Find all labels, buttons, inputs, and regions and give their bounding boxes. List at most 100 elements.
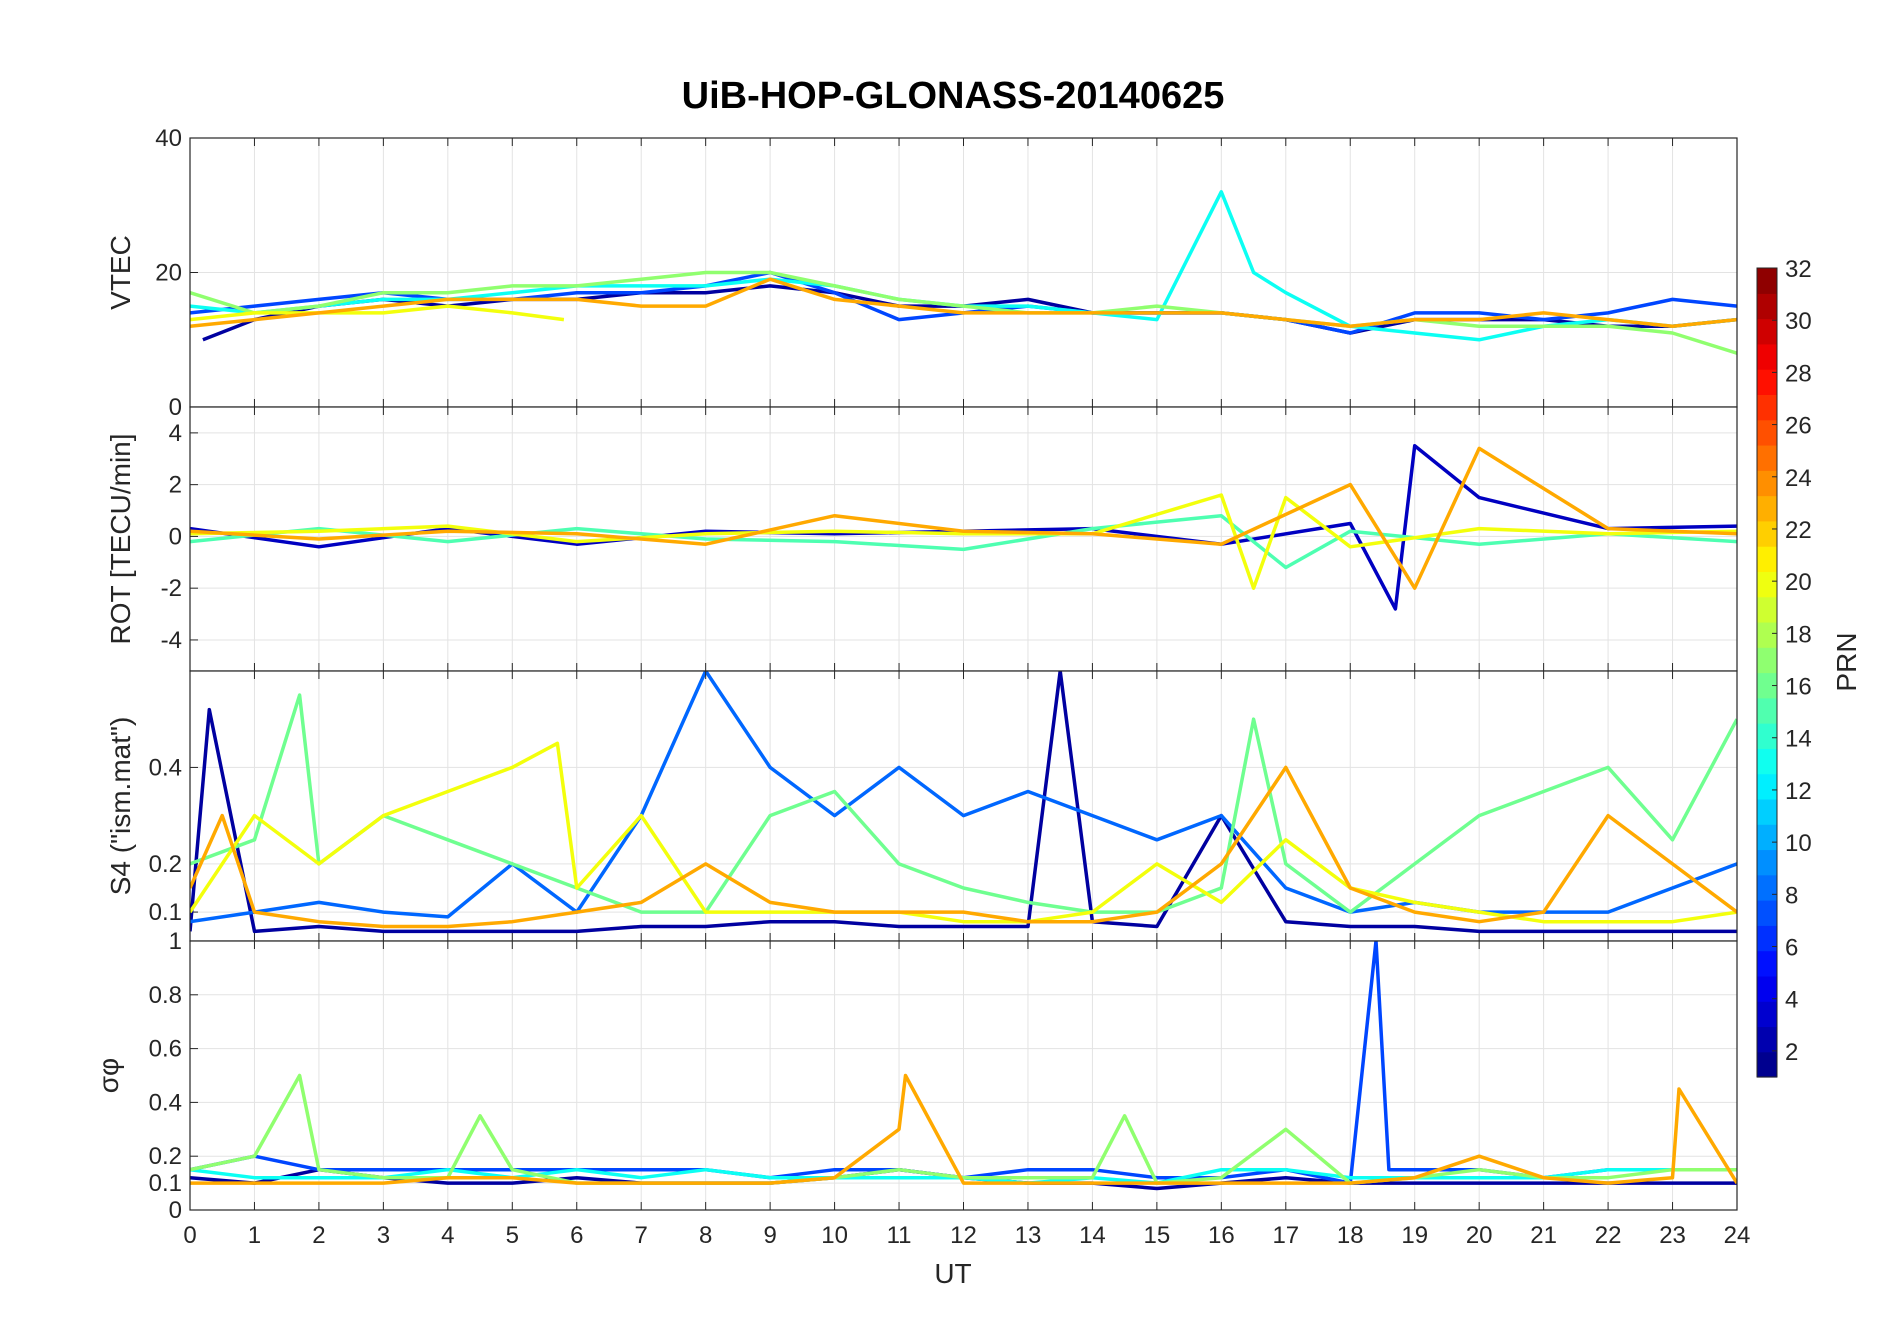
x-tick-label: 19 xyxy=(1401,1222,1428,1249)
colorbar-segment xyxy=(1757,394,1777,421)
x-tick-label: 3 xyxy=(377,1222,390,1249)
x-tick-label: 1 xyxy=(248,1222,261,1249)
x-tick-label: 22 xyxy=(1595,1222,1622,1249)
x-tick-label: 23 xyxy=(1659,1222,1686,1249)
colorbar-tick-label: 24 xyxy=(1785,465,1812,492)
x-tick-label: 16 xyxy=(1208,1222,1235,1249)
series-line-prn-17 xyxy=(190,1073,1737,1185)
series-line-prn-16 xyxy=(190,693,1737,914)
y-tick-label: 0.6 xyxy=(149,1036,182,1063)
colorbar-tick-label: 32 xyxy=(1785,256,1812,283)
y-tick-label: -4 xyxy=(161,627,182,654)
colorbar-segment xyxy=(1757,343,1777,370)
colorbar-segment xyxy=(1757,798,1777,825)
series-line-prn-23 xyxy=(190,446,1737,590)
colorbar-tick-label: 2 xyxy=(1785,1039,1798,1066)
series-line-prn-23 xyxy=(190,765,1737,929)
y-tick-label: 0.4 xyxy=(149,754,182,781)
panel-1: 0 20 40 VTEC xyxy=(105,125,1738,421)
x-tick-label: 10 xyxy=(821,1222,848,1249)
y-tick-label: 0.1 xyxy=(149,899,182,926)
series-group xyxy=(190,190,1737,355)
series-group xyxy=(190,941,1737,1191)
colorbar-segment xyxy=(1757,444,1777,471)
series-line-prn-23 xyxy=(190,277,1737,329)
y-tick-label: 0.8 xyxy=(149,982,182,1009)
y-tick-label: 40 xyxy=(155,125,182,152)
y-tick-label: 0.1 xyxy=(149,1170,182,1197)
colorbar-tick-label: 20 xyxy=(1785,569,1812,596)
y-tick-label: -2 xyxy=(161,575,182,602)
chart-title: UiB-HOP-GLONASS-20140625 xyxy=(682,75,1225,117)
colorbar-tick-label: 22 xyxy=(1785,517,1812,544)
colorbar-tick-label: 14 xyxy=(1785,726,1812,753)
colorbar-frame xyxy=(1756,267,1778,1078)
colorbar-segment xyxy=(1757,900,1777,926)
x-tick-label: 4 xyxy=(441,1222,454,1249)
series-line-prn-23 xyxy=(190,1073,1737,1185)
x-tick-label: 13 xyxy=(1015,1222,1042,1249)
y-tick-label: 0 xyxy=(169,1197,182,1224)
colorbar-segment xyxy=(1757,697,1777,724)
x-tick-label: 20 xyxy=(1466,1222,1493,1249)
colorbar-segment xyxy=(1757,1026,1777,1053)
colorbar-segment xyxy=(1757,950,1777,977)
y-tick-label: 0 xyxy=(169,394,182,421)
x-tick-label: 6 xyxy=(570,1222,583,1249)
colorbar-segment xyxy=(1757,748,1777,775)
series-line-prn-20 xyxy=(190,304,565,322)
y-axis-label: ROT [TECU/min] xyxy=(105,433,136,644)
x-tick-label: 17 xyxy=(1272,1222,1299,1249)
colorbar-segment xyxy=(1757,723,1777,749)
series-group xyxy=(190,671,1737,934)
colorbar-segment xyxy=(1757,596,1777,623)
colorbar-tick-label: 12 xyxy=(1785,778,1812,805)
colorbar-tick-label: 26 xyxy=(1785,413,1812,440)
colorbar-segment xyxy=(1757,925,1777,952)
x-axis-label: UT xyxy=(934,1258,971,1289)
colorbar-segment xyxy=(1757,1001,1777,1028)
colorbar-segment xyxy=(1757,975,1777,1002)
colorbar-segment xyxy=(1757,419,1777,446)
y-tick-label: 0 xyxy=(169,523,182,550)
x-axis-ticks: 0 1 2 3 4 5 6 7 8 9 10 11 12 13 14 15 16 17 18 19 20 21 22 23 24 xyxy=(183,1222,1750,1249)
colorbar-tick-label: 10 xyxy=(1785,830,1812,857)
x-tick-label: 14 xyxy=(1079,1222,1106,1249)
x-tick-label: 9 xyxy=(763,1222,776,1249)
x-tick-label: 11 xyxy=(887,1222,912,1249)
x-tick-label: 18 xyxy=(1337,1222,1364,1249)
colorbar-segment xyxy=(1757,571,1777,598)
colorbar-segment xyxy=(1757,293,1777,320)
colorbar-tick-label: 30 xyxy=(1785,308,1812,335)
series-line-prn-20 xyxy=(190,741,1737,924)
colorbar-segment xyxy=(1757,773,1777,800)
series-line-prn-15 xyxy=(190,513,1737,570)
y-axis-label: S4 ("ism.mat") xyxy=(105,717,136,896)
x-tick-label: 15 xyxy=(1144,1222,1171,1249)
x-tick-label: 12 xyxy=(950,1222,977,1249)
colorbar-segment xyxy=(1757,874,1777,901)
x-tick-label: 21 xyxy=(1530,1222,1557,1249)
colorbar-segment xyxy=(1757,849,1777,876)
x-tick-label: 2 xyxy=(312,1222,325,1249)
series-line-prn-2 xyxy=(190,671,1737,934)
colorbar-segment xyxy=(1757,824,1777,851)
colorbar-tick-label: 28 xyxy=(1785,360,1812,387)
series-group xyxy=(190,444,1737,611)
y-tick-label: 4 xyxy=(169,420,182,447)
y-tick-label: 20 xyxy=(155,260,182,287)
x-tick-label: 7 xyxy=(635,1222,648,1249)
y-tick-label: 0.2 xyxy=(149,851,182,878)
colorbar-label: PRN xyxy=(1831,632,1862,691)
y-tick-label: 2 xyxy=(169,472,182,499)
colorbar-tick-label: 16 xyxy=(1785,674,1812,701)
colorbar-tick-label: 18 xyxy=(1785,621,1812,648)
colorbar-segment xyxy=(1757,1051,1777,1078)
y-tick-label: 1 xyxy=(169,928,182,955)
panel-3: 0.1 0.2 0.4 S4 ("ism.mat") xyxy=(105,670,1738,942)
panel-2: -4 -2 0 2 4 ROT [TECU/min] xyxy=(105,406,1738,672)
y-tick-label: 0.2 xyxy=(149,1143,182,1170)
colorbar-segment xyxy=(1757,495,1777,522)
